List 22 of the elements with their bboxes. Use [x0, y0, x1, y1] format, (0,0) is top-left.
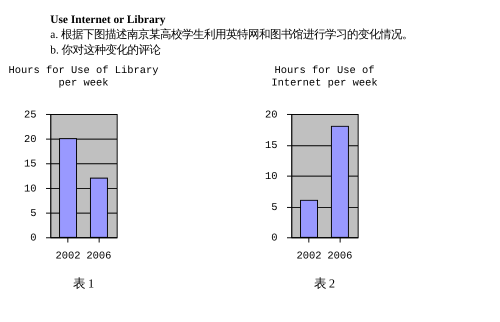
- chart-title: Hours for Use of Internet per week: [271, 65, 378, 90]
- text: a. 根据下图描述南京某高校学生利用英特网和图书馆进行学习的变化情况。: [50, 28, 414, 42]
- y-tick-label: 0: [30, 232, 37, 245]
- x-tick-label: 2002: [56, 250, 81, 263]
- y-tick-label: 25: [24, 109, 37, 122]
- x-tick-label: 2006: [327, 250, 352, 263]
- x-tick-label: 2006: [86, 250, 112, 263]
- y-tick-label: 15: [24, 158, 37, 171]
- text: 表 1: [72, 276, 94, 291]
- text: Use Internet or Library: [50, 14, 166, 26]
- y-tick-label: 5: [30, 208, 37, 220]
- y-tick-label: 10: [265, 170, 278, 183]
- y-tick-label: 5: [271, 202, 278, 214]
- y-tick-label: 20: [265, 109, 278, 122]
- y-tick-label: 15: [265, 140, 278, 152]
- y-tick-label: 10: [24, 183, 37, 196]
- chart-title: Hours for Use of Library per week: [8, 65, 159, 90]
- y-tick-label: 20: [24, 134, 37, 146]
- y-tick-label: 0: [271, 232, 278, 245]
- x-tick-label: 2002: [296, 250, 322, 263]
- text: b. 你对这种变化的评论: [50, 43, 161, 56]
- text: 表 2: [314, 276, 336, 291]
